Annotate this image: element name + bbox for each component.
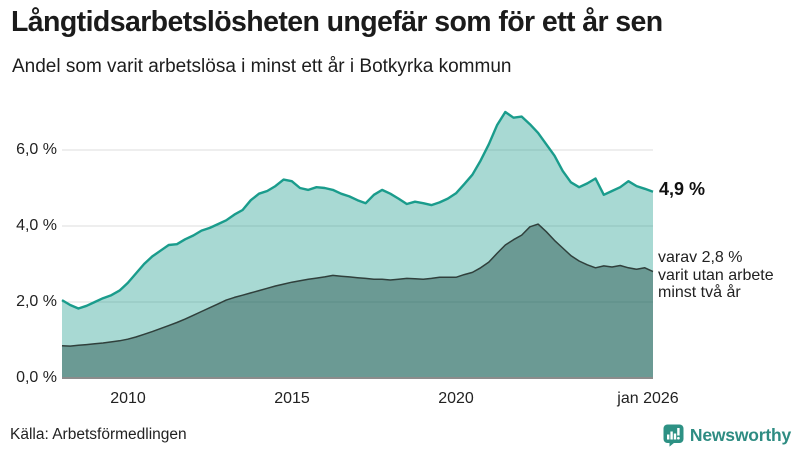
x-axis-tick-2015: 2015 <box>274 390 310 407</box>
annotation-line-2: varit utan arbete <box>658 266 774 284</box>
y-axis-tick-4: 4,0 % <box>16 217 57 234</box>
x-axis-tick-jan2026: jan 2026 <box>617 390 679 407</box>
series-area-two-years <box>62 224 653 378</box>
chart-subtitle: Andel som varit arbetslösa i minst ett å… <box>12 56 512 77</box>
series-end-label-two-years: varav 2,8 % varit utan arbete minst två … <box>658 249 774 302</box>
y-axis-tick-0: 0,0 % <box>16 369 57 386</box>
series-line-one-year <box>61 110 654 310</box>
x-axis-tick-2010: 2010 <box>110 390 146 407</box>
newsworthy-wordmark: Newsworthy <box>689 425 791 445</box>
newsworthy-branding: Newsworthy <box>663 424 791 447</box>
chart-title: Långtidsarbetslösheten ungefär som för e… <box>11 6 663 38</box>
y-axis-tick-2: 2,0 % <box>16 293 57 310</box>
series-end-label-one-year: 4,9 % <box>659 179 706 199</box>
series-line-two-years <box>61 223 654 347</box>
annotation-line-3: minst två år <box>658 284 741 301</box>
x-axis-tick-2020: 2020 <box>438 390 474 407</box>
y-axis-tick-6: 6,0 % <box>16 141 57 158</box>
newsworthy-pin-barchart-icon <box>663 424 684 447</box>
source-attribution: Källa: Arbetsförmedlingen <box>10 426 187 443</box>
series-area-one-year <box>62 112 653 378</box>
annotation-line-1: varav 2,8 % <box>658 249 743 266</box>
